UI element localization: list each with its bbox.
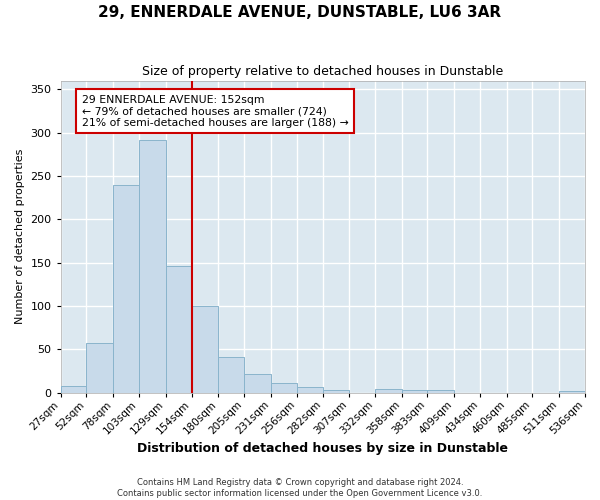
Bar	[113, 184, 139, 392]
Bar	[244, 374, 271, 392]
Text: 29 ENNERDALE AVENUE: 152sqm
← 79% of detached houses are smaller (724)
21% of se: 29 ENNERDALE AVENUE: 152sqm ← 79% of det…	[82, 94, 349, 128]
Bar	[375, 389, 401, 392]
Y-axis label: Number of detached properties: Number of detached properties	[15, 149, 25, 324]
Bar	[139, 140, 166, 392]
Bar	[218, 357, 244, 392]
Title: Size of property relative to detached houses in Dunstable: Size of property relative to detached ho…	[142, 65, 503, 78]
X-axis label: Distribution of detached houses by size in Dunstable: Distribution of detached houses by size …	[137, 442, 508, 455]
Bar	[191, 306, 218, 392]
Text: Contains HM Land Registry data © Crown copyright and database right 2024.
Contai: Contains HM Land Registry data © Crown c…	[118, 478, 482, 498]
Text: 29, ENNERDALE AVENUE, DUNSTABLE, LU6 3AR: 29, ENNERDALE AVENUE, DUNSTABLE, LU6 3AR	[98, 5, 502, 20]
Bar	[427, 390, 454, 392]
Bar	[61, 386, 86, 392]
Bar	[271, 383, 296, 392]
Bar	[401, 390, 427, 392]
Bar	[559, 391, 585, 392]
Bar	[323, 390, 349, 392]
Bar	[86, 343, 113, 392]
Bar	[166, 266, 191, 392]
Bar	[296, 388, 323, 392]
